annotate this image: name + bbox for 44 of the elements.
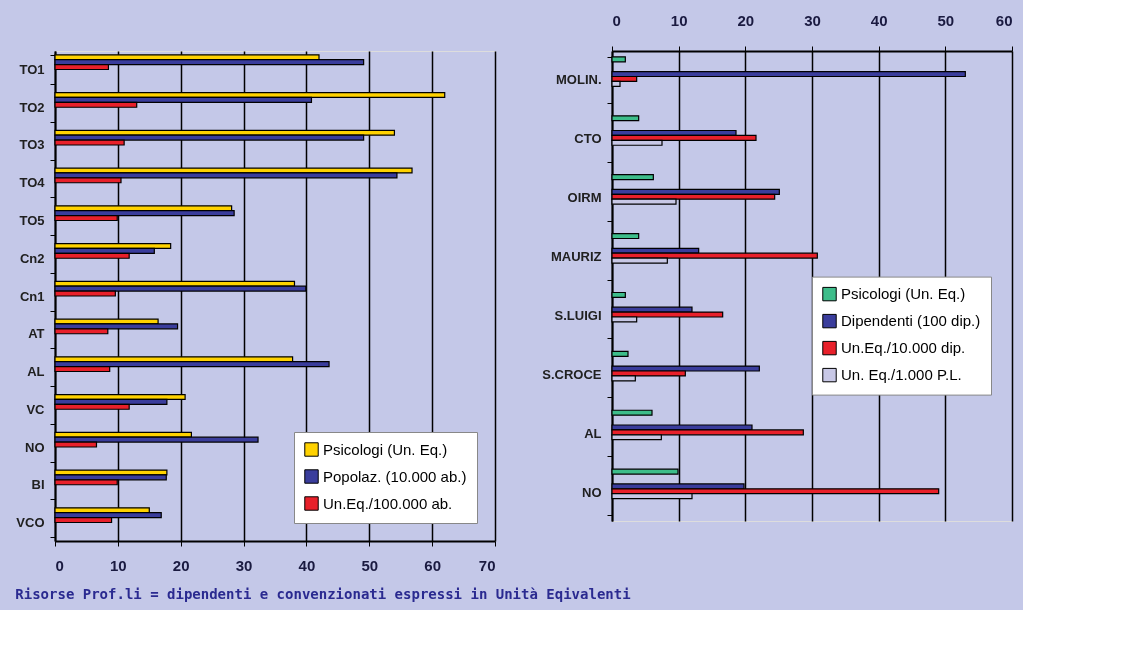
x-tick-label: 30 xyxy=(235,556,253,574)
y-tick-label: AT xyxy=(28,326,45,342)
y-tick-label: S.CROCE xyxy=(542,366,602,382)
y-tick-label: VC xyxy=(26,401,46,417)
legend-label: Psicologi (Un. Eq.) xyxy=(323,440,448,458)
x2-tick-label: 30 xyxy=(804,11,821,29)
x2-tick-label: 40 xyxy=(870,11,888,29)
y-tick-label: CTO xyxy=(574,131,602,147)
x-tick-label: 60 xyxy=(424,556,441,574)
text: Risorse Prof.li = dipendenti e convenzionati espressi in Unità Eqivalenti xyxy=(15,585,631,602)
y-tick-label: AL xyxy=(27,364,45,379)
legend-label: Un.Eq./100.000 ab. xyxy=(323,494,453,512)
y-tick-label: NO xyxy=(582,484,602,500)
x2-tick-label: 60 xyxy=(995,11,1013,29)
y-tick-label: Cn1 xyxy=(19,288,45,304)
y-tick-label: S.LUIGI xyxy=(554,307,602,323)
x-tick-label: 0 xyxy=(55,556,64,574)
y-tick-label: OIRM xyxy=(567,190,602,206)
y-tick-label: TO1 xyxy=(19,62,45,77)
x2-tick-label: 50 xyxy=(937,11,955,29)
y-tick-label: MAURIZ xyxy=(550,249,602,265)
y-tick-label: TO3 xyxy=(19,137,45,153)
y-tick-label: BI xyxy=(31,477,45,493)
x-tick-label: 70 xyxy=(478,556,496,574)
y-tick-label: TO4 xyxy=(19,175,46,191)
x-tick-label: 10 xyxy=(110,556,127,574)
x2-tick-label: 0 xyxy=(612,11,621,29)
x-tick-label: 20 xyxy=(172,556,190,574)
legend-label: Un.Eq./10.000 dip. xyxy=(841,339,966,357)
y-tick-label: AL xyxy=(584,425,602,441)
y-tick-label: Cn2 xyxy=(19,250,45,266)
y-tick-label: NO xyxy=(25,439,45,455)
x2-tick-label: 20 xyxy=(737,11,755,29)
legend-label: Dipendenti (100 dip.) xyxy=(841,312,981,330)
legend-label: Psicologi (Un. Eq.) xyxy=(841,285,966,303)
legend-label: Popolaz. (10.000 ab.) xyxy=(323,467,467,485)
x-tick-label: 40 xyxy=(298,556,316,574)
x-tick-label: 50 xyxy=(361,556,379,574)
x2-tick-label: 10 xyxy=(670,11,688,29)
y-tick-label: TO2 xyxy=(19,99,45,115)
legend-label: Un. Eq./1.000 P.L. xyxy=(841,366,962,384)
y-tick-label: VCO xyxy=(16,515,45,530)
y-tick-label: MOLIN. xyxy=(556,72,602,88)
y-tick-label: TO5 xyxy=(19,213,45,228)
